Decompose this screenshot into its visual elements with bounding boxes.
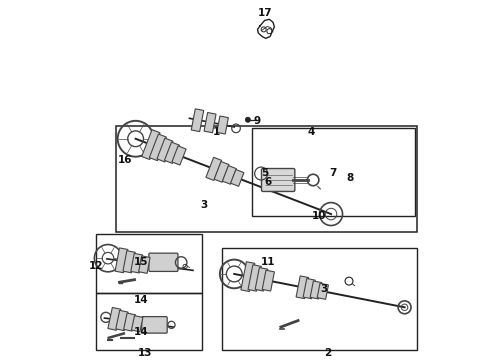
- Text: 3: 3: [200, 200, 207, 210]
- Polygon shape: [217, 116, 228, 134]
- Text: 6: 6: [265, 177, 272, 187]
- Polygon shape: [296, 276, 309, 299]
- Polygon shape: [172, 146, 186, 165]
- Text: 17: 17: [258, 8, 272, 18]
- Polygon shape: [231, 170, 244, 186]
- Text: 2: 2: [324, 348, 331, 358]
- Polygon shape: [123, 251, 135, 273]
- Polygon shape: [214, 162, 229, 182]
- Polygon shape: [191, 109, 204, 132]
- Polygon shape: [131, 253, 143, 273]
- Polygon shape: [116, 310, 128, 330]
- Polygon shape: [303, 279, 315, 299]
- Text: 3: 3: [320, 284, 327, 294]
- Polygon shape: [139, 256, 150, 273]
- Text: 4: 4: [308, 127, 315, 136]
- Bar: [252, 128, 416, 216]
- Polygon shape: [222, 166, 237, 184]
- Polygon shape: [131, 316, 143, 332]
- Bar: [116, 126, 417, 232]
- Bar: [96, 293, 202, 350]
- Text: 12: 12: [89, 261, 103, 271]
- Polygon shape: [204, 113, 216, 133]
- Polygon shape: [149, 134, 167, 161]
- Polygon shape: [157, 138, 173, 162]
- Text: 7: 7: [329, 168, 337, 178]
- Bar: [96, 234, 202, 293]
- Polygon shape: [115, 248, 128, 273]
- Text: 11: 11: [261, 257, 276, 267]
- Text: 14: 14: [134, 295, 148, 305]
- Bar: [221, 248, 417, 350]
- Polygon shape: [241, 262, 255, 292]
- Text: 13: 13: [137, 348, 152, 358]
- Text: 8: 8: [346, 173, 353, 183]
- Polygon shape: [108, 307, 121, 330]
- Polygon shape: [165, 142, 179, 163]
- FancyBboxPatch shape: [149, 253, 178, 271]
- Text: 9: 9: [254, 116, 261, 126]
- FancyBboxPatch shape: [142, 317, 167, 333]
- Polygon shape: [206, 157, 221, 180]
- Polygon shape: [317, 283, 328, 299]
- Polygon shape: [262, 270, 274, 291]
- Polygon shape: [142, 130, 160, 159]
- Text: 15: 15: [134, 257, 148, 267]
- Text: 1: 1: [213, 127, 220, 136]
- Text: 5: 5: [261, 168, 269, 178]
- Polygon shape: [310, 281, 322, 299]
- Circle shape: [245, 117, 250, 122]
- Text: 14: 14: [134, 327, 148, 337]
- Text: 10: 10: [311, 211, 326, 221]
- Polygon shape: [123, 313, 136, 331]
- Polygon shape: [248, 265, 261, 291]
- FancyBboxPatch shape: [262, 168, 295, 192]
- Text: 16: 16: [118, 155, 132, 165]
- Polygon shape: [255, 267, 268, 291]
